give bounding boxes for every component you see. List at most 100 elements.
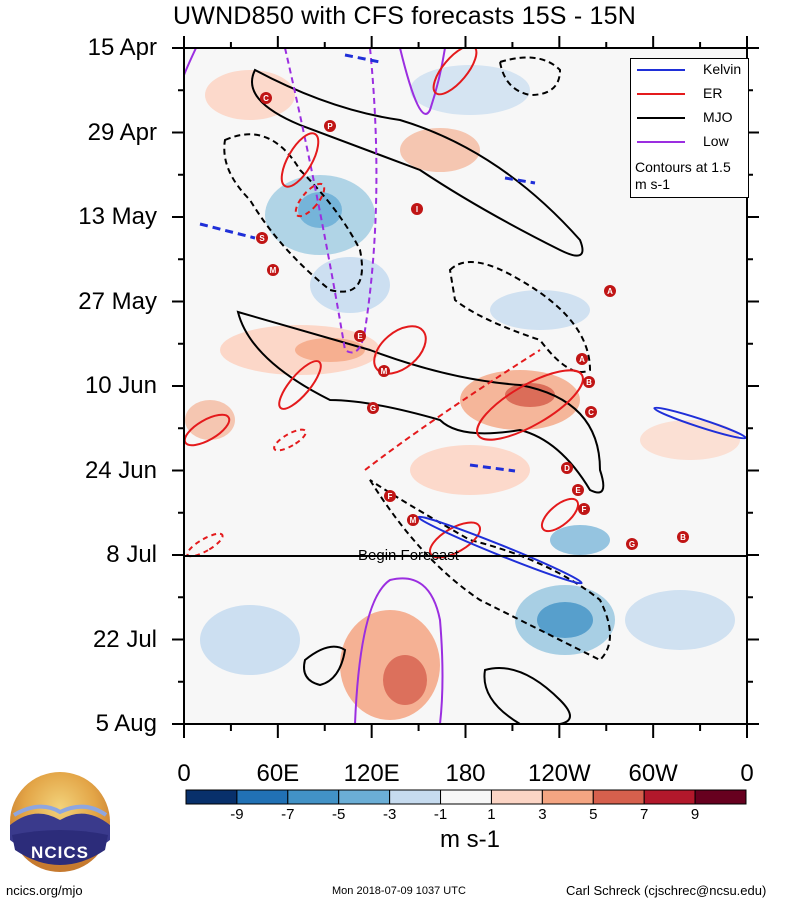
kelvin-dashed-contour (504, 176, 536, 185)
storm-marker-label: G (370, 404, 376, 413)
x-tick-label: 0 (740, 760, 754, 787)
er-contour (373, 325, 427, 375)
kelvin-dashed-contour (199, 222, 256, 240)
colorbar-label: 5 (589, 806, 598, 823)
x-tick-label: 180 (445, 760, 486, 787)
storm-marker (626, 538, 638, 550)
storm-marker (256, 232, 268, 244)
colorbar-swatch (185, 789, 238, 805)
legend-swatch (637, 141, 685, 143)
legend-swatch (637, 93, 685, 95)
x-tick-label: 120E (343, 760, 400, 787)
mjo-contour (236, 310, 605, 494)
mjo-contour (303, 645, 347, 687)
storm-marker (583, 376, 595, 388)
storm-marker-label: A (607, 287, 613, 296)
legend-label: Low (703, 133, 729, 149)
storm-marker-label: F (388, 492, 393, 501)
legend-label: MJO (703, 109, 733, 125)
kelvin-contour (417, 515, 583, 585)
colorbar-swatch (389, 789, 442, 805)
colorbar-label: 7 (640, 806, 649, 823)
colorbar-swatch (694, 789, 747, 805)
storm-marker (411, 203, 423, 215)
storm-marker-label: M (410, 516, 417, 525)
storm-marker-label: B (680, 533, 686, 542)
y-tick-label: 10 Jun (84, 372, 157, 399)
legend-swatch (637, 69, 685, 71)
logo-text: NCICS (31, 843, 89, 862)
er-dashed-contour (294, 182, 326, 218)
x-tick-label: 0 (177, 760, 191, 787)
footer-timestamp: Mon 2018-07-09 1037 UTC (332, 885, 466, 897)
legend-item-er: ER (635, 85, 745, 103)
kelvin-contour (653, 406, 747, 440)
storm-marker-label: B (586, 378, 592, 387)
storm-marker (572, 484, 584, 496)
legend-note: Contours at 1.5 m s-1 (635, 159, 731, 192)
mjo-contour (483, 667, 571, 724)
storm-marker-label: I (416, 205, 418, 214)
er-contour (280, 132, 320, 188)
shade-blob (205, 70, 295, 120)
mjo-dashed-contour (448, 261, 592, 373)
y-tick-label: 22 Jul (92, 625, 157, 653)
colorbar-swatch (236, 789, 289, 805)
x-tick-label: 60E (256, 760, 300, 787)
low-contour (284, 48, 378, 354)
storm-marker (578, 503, 590, 515)
er-dashed-contour (273, 428, 307, 452)
storm-marker (367, 402, 379, 414)
y-tick-label: 27 May (78, 287, 157, 315)
mjo-dashed-contour (223, 133, 363, 293)
chart-title: UWND850 with CFS forecasts 15S - 15N (173, 2, 636, 30)
y-tick-label: 29 Apr (87, 118, 157, 146)
storm-marker (407, 514, 419, 526)
er-contour (278, 360, 322, 410)
wind-anomaly-shading (185, 65, 740, 720)
shade-blob (295, 338, 365, 362)
y-tick-label: 24 Jun (84, 456, 157, 484)
er-contour (540, 497, 580, 533)
storm-marker-label: G (629, 540, 635, 549)
shade-blob (490, 290, 590, 330)
logo-base (12, 830, 108, 865)
shade-blob (200, 605, 300, 675)
colorbar-label: 3 (538, 806, 547, 823)
colorbar-label: 1 (487, 806, 496, 823)
footer-site[interactable]: ncics.org/mjo (6, 883, 83, 898)
storm-marker-label: P (327, 122, 333, 131)
legend-item-mjo: MJO (635, 109, 745, 127)
shade-blob (640, 420, 740, 460)
shade-blob (383, 655, 427, 705)
colorbar-swatch (287, 789, 340, 805)
er-dashed-contour (364, 349, 541, 471)
storm-marker-label: A (579, 355, 585, 364)
storm-marker (384, 490, 396, 502)
storm-marker (354, 330, 366, 342)
storm-marker (677, 531, 689, 543)
storm-marker-label: D (564, 464, 570, 473)
storm-marker-label: F (582, 505, 587, 514)
mjo-dashed-contour (498, 56, 562, 97)
er-contour (432, 48, 478, 96)
colorbar-label: -5 (332, 806, 346, 823)
shade-blob (310, 257, 390, 313)
er-contour (476, 369, 584, 441)
er-contour (184, 413, 231, 447)
colorbar-swatch (440, 789, 492, 805)
storm-marker (585, 406, 597, 418)
storm-marker (561, 462, 573, 474)
mjo-contour (251, 68, 584, 257)
y-tick-label: 13 May (78, 203, 157, 230)
mjo-dashed-contour (369, 479, 611, 662)
storm-marker-label: C (263, 94, 269, 103)
colorbar-swatch (541, 789, 594, 805)
storm-marker-label: S (259, 234, 265, 243)
forecast-label: Begin Forecast (358, 547, 459, 564)
kelvin-dashed-contour (469, 463, 516, 473)
logo-wave (13, 804, 108, 817)
colorbar-label: -3 (382, 806, 397, 823)
storm-marker-label: C (588, 408, 594, 417)
storm-marker (576, 353, 588, 365)
